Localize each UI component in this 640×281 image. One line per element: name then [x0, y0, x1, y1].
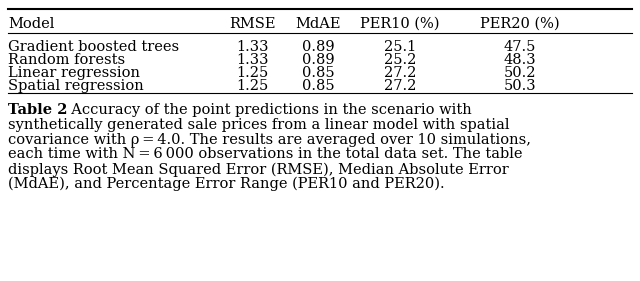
Text: 0.85: 0.85 — [301, 79, 334, 93]
Text: Random forests: Random forests — [8, 53, 125, 67]
Text: 1.25: 1.25 — [236, 66, 268, 80]
Text: Table 2: Table 2 — [8, 103, 67, 117]
Text: 47.5: 47.5 — [504, 40, 536, 54]
Text: RMSE: RMSE — [228, 17, 275, 31]
Text: 0.85: 0.85 — [301, 66, 334, 80]
Text: 1.25: 1.25 — [236, 79, 268, 93]
Text: 50.3: 50.3 — [504, 79, 536, 93]
Text: (MdAE), and Percentage Error Range (PER10 and PER20).: (MdAE), and Percentage Error Range (PER1… — [8, 177, 445, 191]
Text: MdAE: MdAE — [295, 17, 340, 31]
Text: Linear regression: Linear regression — [8, 66, 140, 80]
Text: 27.2: 27.2 — [384, 66, 416, 80]
Text: 0.89: 0.89 — [301, 53, 334, 67]
Text: displays Root Mean Squared Error (RMSE), Median Absolute Error: displays Root Mean Squared Error (RMSE),… — [8, 162, 509, 176]
Text: covariance with ρ = 4.0. The results are averaged over 10 simulations,: covariance with ρ = 4.0. The results are… — [8, 133, 531, 147]
Text: 25.1: 25.1 — [384, 40, 416, 54]
Text: Gradient boosted trees: Gradient boosted trees — [8, 40, 179, 54]
Text: 0.89: 0.89 — [301, 40, 334, 54]
Text: 1.33: 1.33 — [236, 53, 268, 67]
Text: 50.2: 50.2 — [504, 66, 536, 80]
Text: PER10 (%): PER10 (%) — [360, 17, 440, 31]
Text: 25.2: 25.2 — [384, 53, 416, 67]
Text: 1.33: 1.33 — [236, 40, 268, 54]
Text: Model: Model — [8, 17, 54, 31]
Text: 27.2: 27.2 — [384, 79, 416, 93]
Text: 48.3: 48.3 — [504, 53, 536, 67]
Text: synthetically generated sale prices from a linear model with spatial: synthetically generated sale prices from… — [8, 118, 509, 132]
Text: Spatial regression: Spatial regression — [8, 79, 144, 93]
Text: Accuracy of the point predictions in the scenario with: Accuracy of the point predictions in the… — [62, 103, 472, 117]
Text: each time with N = 6 000 observations in the total data set. The table: each time with N = 6 000 observations in… — [8, 148, 522, 161]
Text: PER20 (%): PER20 (%) — [480, 17, 560, 31]
